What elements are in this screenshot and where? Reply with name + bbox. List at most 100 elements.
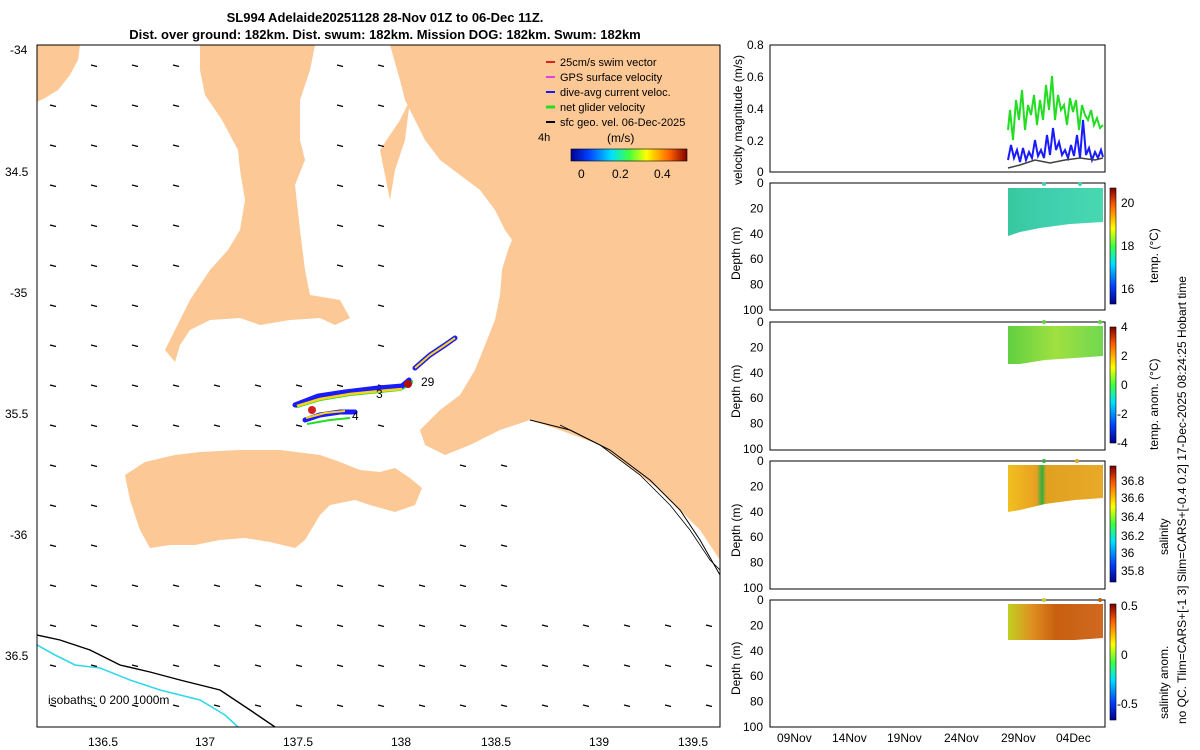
depth-axes-ticks: 0204060801000204060801000204060801000204… [743, 176, 764, 734]
geo-velocity-arrow [459, 664, 467, 668]
geo-velocity-arrow [541, 704, 549, 708]
geo-velocity-arrow [336, 64, 344, 68]
geo-velocity-arrow [336, 144, 344, 148]
geostrophic-velocity-arrows [49, 64, 713, 708]
geo-velocity-arrow [90, 504, 98, 508]
geo-velocity-arrow [295, 664, 303, 668]
geo-velocity-arrow [131, 184, 139, 188]
geo-velocity-arrow [90, 64, 98, 68]
geo-velocity-arrow [90, 424, 98, 428]
time-tick: 24Nov [944, 731, 979, 745]
sal-cbar-tick: 35.8 [1121, 564, 1145, 578]
geo-velocity-arrow [131, 664, 139, 668]
geo-velocity-arrow [49, 344, 57, 348]
coastline-coorong-inner [559, 424, 720, 571]
land-mainland-east [390, 45, 720, 560]
geo-velocity-arrow [582, 624, 590, 628]
surface-sample [1042, 598, 1046, 602]
geo-velocity-arrow [541, 664, 549, 668]
vel-ytick: 0.4 [747, 102, 764, 116]
geo-velocity-arrow [213, 424, 221, 428]
map-lon-axis: 136.5 137 137.5 138 138.5 139 139.5 [88, 735, 708, 749]
day-label-3: 3 [376, 387, 383, 401]
geo-velocity-arrow [377, 624, 385, 628]
geo-velocity-arrow [49, 304, 57, 308]
time-tick: 04Dec [1056, 731, 1091, 745]
lat-tick: 34.5 [5, 165, 29, 179]
lon-tick: 137.5 [283, 735, 313, 749]
ta-cbar-tick: 2 [1121, 349, 1128, 363]
geo-velocity-arrow [377, 104, 385, 108]
sal-cbar-tick: 36.8 [1121, 474, 1145, 488]
isobath-200m [37, 644, 239, 727]
geo-velocity-arrow [295, 584, 303, 588]
geo-velocity-arrow [90, 264, 98, 268]
geo-velocity-arrow [254, 384, 262, 388]
map-title-line1: SL994 Adelaide20251128 28-Nov 01Z to 06-… [226, 10, 544, 25]
sal-anom-panel: 0.5 0 -0.5 Depth (m) [729, 598, 1138, 728]
glider-track [292, 335, 458, 425]
geo-velocity-arrow [172, 184, 180, 188]
depth-tick: 100 [743, 303, 763, 317]
lon-tick: 136.5 [88, 735, 118, 749]
geo-velocity-arrow [90, 544, 98, 548]
geo-velocity-arrow [49, 704, 57, 708]
geo-velocity-arrow [500, 464, 508, 468]
geo-velocity-arrow [90, 144, 98, 148]
depth-tick: 100 [743, 720, 763, 734]
geo-velocity-arrow [705, 624, 713, 628]
geo-velocity-arrow [705, 664, 713, 668]
temp-cbar-label: temp. (°C) [1147, 228, 1161, 283]
geo-velocity-arrow [336, 224, 344, 228]
legend-label-swim: 25cm/s swim vector [560, 57, 657, 69]
depth-tick: 0 [757, 315, 764, 329]
geo-velocity-arrow [90, 184, 98, 188]
land-kangaroo-island [125, 450, 422, 548]
geo-velocity-arrow [172, 424, 180, 428]
geo-velocity-arrow [336, 384, 344, 388]
sa-ylabel: Depth (m) [729, 642, 743, 695]
geo-velocity-arrow [254, 584, 262, 588]
sa-cbar-tick: 0.5 [1121, 599, 1138, 613]
geo-velocity-arrow [131, 704, 139, 708]
surface-sample [1042, 320, 1046, 324]
lat-tick: 36.5 [5, 649, 29, 663]
depth-tick: 40 [750, 644, 764, 658]
geo-velocity-arrow [377, 584, 385, 588]
ta-cbar-tick: -2 [1117, 407, 1128, 421]
time-tick: 29Nov [1001, 731, 1036, 745]
depth-tick: 20 [750, 340, 764, 354]
salinity-section [1008, 465, 1103, 512]
geo-velocity-arrow [131, 584, 139, 588]
velocity-ylabel: velocity magnitude (m/s) [731, 55, 745, 185]
geo-velocity-arrow [172, 64, 180, 68]
sal-cbar-label: salinity [1157, 518, 1171, 555]
velocity-dive-series [1007, 119, 1104, 164]
geo-velocity-arrow [377, 144, 385, 148]
map-lat-axis: -34 34.5 -35 35.5 -36 36.5 [5, 43, 29, 663]
velocity-panel: 0.8 0.6 0.4 0.2 0 velocity magnitude (m/… [731, 38, 1106, 185]
depth-tick: 80 [750, 417, 764, 431]
lon-tick: 138 [391, 735, 411, 749]
ta-ylabel: Depth (m) [729, 365, 743, 418]
geo-velocity-arrow [172, 144, 180, 148]
track-latest-position [404, 380, 412, 388]
depth-tick: 0 [757, 593, 764, 607]
geo-velocity-arrow [254, 424, 262, 428]
depth-tick: 0 [757, 176, 764, 190]
geo-velocity-arrow [213, 384, 221, 388]
geo-velocity-arrow [49, 664, 57, 668]
geo-velocity-arrow [172, 384, 180, 388]
surface-sample [1098, 320, 1102, 324]
sal-ylabel: Depth (m) [729, 504, 743, 557]
geo-velocity-arrow [623, 624, 631, 628]
track-leg-north-inner [414, 337, 456, 369]
geo-velocity-arrow [90, 224, 98, 228]
sa-cbar-tick: 0 [1121, 648, 1128, 662]
depth-tick: 20 [750, 479, 764, 493]
geo-velocity-arrow [131, 224, 139, 228]
geo-velocity-arrow [172, 624, 180, 628]
depth-tick: 60 [750, 669, 764, 683]
day-label-4: 4 [352, 409, 359, 423]
depth-tick: 0 [757, 454, 764, 468]
